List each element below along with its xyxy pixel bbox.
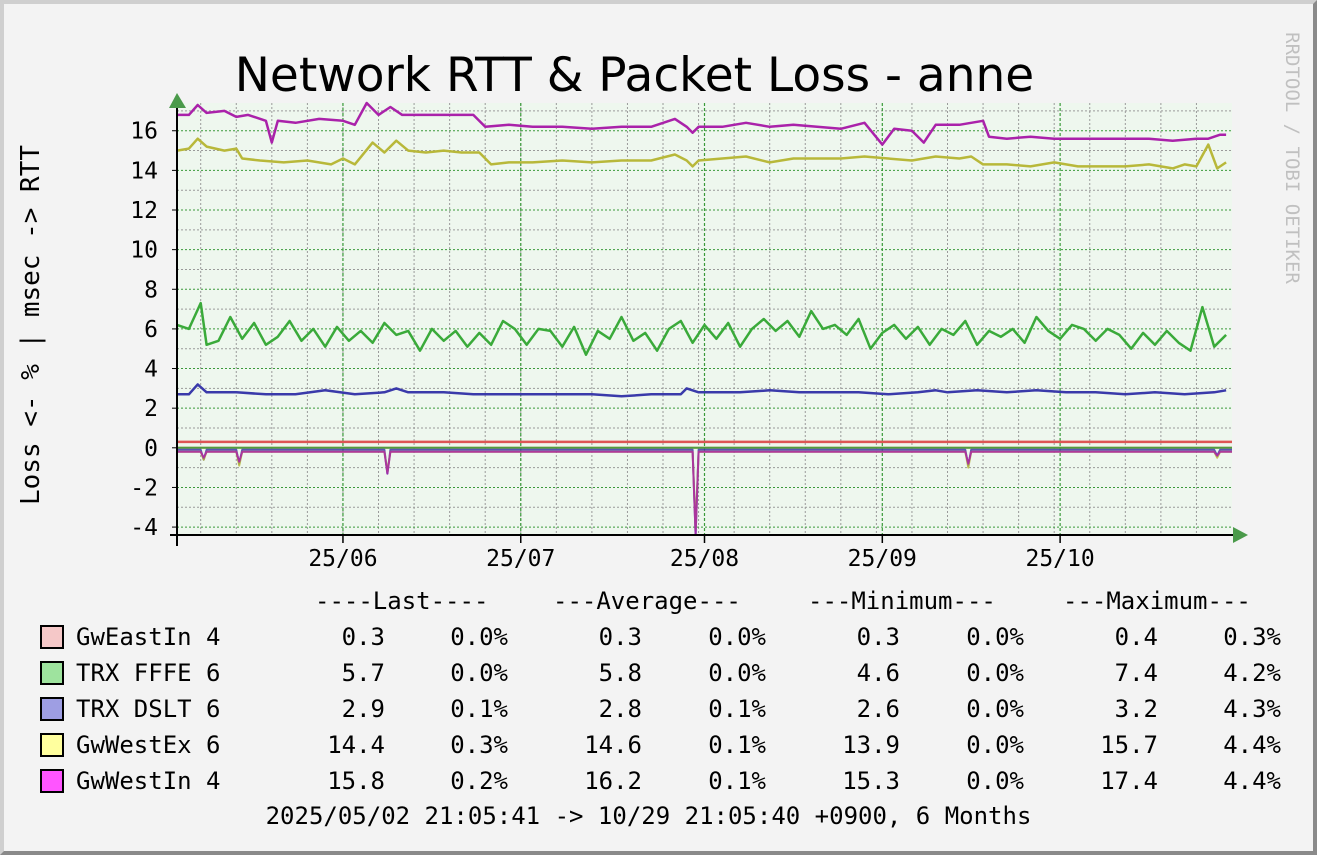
legend-value-avg-pct: 0.0% bbox=[708, 623, 766, 651]
legend-value-last-pct: 0.2% bbox=[450, 767, 508, 795]
legend-swatch bbox=[40, 733, 64, 757]
legend-swatch bbox=[40, 661, 64, 685]
legend-value-max-pct: 4.4% bbox=[1223, 767, 1281, 795]
legend-series-name: GwEastIn 4 bbox=[76, 623, 221, 651]
y-tick-label: 6 bbox=[144, 317, 158, 343]
legend-row: TRX DSLT 6 2.9 0.1% 2.8 0.1% 2.6 0.0% 3.2 4.3% bbox=[0, 695, 1317, 725]
loss-line-gwwestin-4 bbox=[177, 450, 1232, 536]
y-tick-label: -2 bbox=[130, 475, 158, 501]
legend-value-avg: 14.6 bbox=[584, 731, 642, 759]
legend-value-min: 15.3 bbox=[842, 767, 900, 795]
legend-row: TRX FFFE 6 5.7 0.0% 5.8 0.0% 4.6 0.0% 7.4 4.2% bbox=[0, 659, 1317, 689]
legend-value-max-pct: 4.2% bbox=[1223, 659, 1281, 687]
legend-value-min: 4.6 bbox=[856, 659, 900, 687]
legend-value-avg-pct: 0.1% bbox=[708, 731, 766, 759]
legend-value-last: 15.8 bbox=[327, 767, 385, 795]
legend-value-avg-pct: 0.1% bbox=[708, 767, 766, 795]
x-tick-label: 25/10 bbox=[1025, 546, 1094, 572]
header-minimum: ---Minimum--- bbox=[808, 587, 996, 615]
rtt-line-gwwestin-4 bbox=[177, 101, 1227, 146]
y-tick-label: -4 bbox=[130, 515, 158, 541]
legend-value-max-pct: 4.3% bbox=[1223, 695, 1281, 723]
legend-value-min: 13.9 bbox=[842, 731, 900, 759]
x-axis-arrow bbox=[1233, 527, 1248, 543]
legend-value-last: 2.9 bbox=[341, 695, 385, 723]
y-tick-label: 0 bbox=[144, 436, 158, 462]
legend-value-max: 17.4 bbox=[1100, 767, 1158, 795]
legend-value-last: 5.7 bbox=[341, 659, 385, 687]
y-axis-arrow bbox=[169, 93, 186, 108]
legend-value-avg-pct: 0.0% bbox=[708, 659, 766, 687]
x-tick-label: 25/09 bbox=[848, 546, 917, 572]
legend-swatch bbox=[40, 697, 64, 721]
legend-swatch bbox=[40, 625, 64, 649]
legend-value-last-pct: 0.1% bbox=[450, 695, 508, 723]
rtt-line-gwwestex-6 bbox=[176, 137, 1227, 170]
legend-row: GwWestEx 6 14.4 0.3% 14.6 0.1% 13.9 0.0% 15.7 4.… bbox=[0, 731, 1317, 761]
legend-value-avg: 16.2 bbox=[584, 767, 642, 795]
chart-title: Network RTT & Packet Loss - anne bbox=[234, 48, 1035, 103]
legend-value-min: 2.6 bbox=[856, 695, 900, 723]
legend-value-last-pct: 0.0% bbox=[450, 623, 508, 651]
y-tick-label: 14 bbox=[130, 158, 158, 184]
legend-value-last-pct: 0.0% bbox=[450, 659, 508, 687]
y-tick-label: 4 bbox=[144, 357, 158, 383]
rtt-line-trx-dslt-6 bbox=[177, 383, 1227, 398]
legend-value-min: 0.3 bbox=[856, 623, 900, 651]
y-tick-label: 2 bbox=[144, 396, 158, 422]
legend-value-max-pct: 4.4% bbox=[1223, 731, 1281, 759]
legend-value-last-pct: 0.3% bbox=[450, 731, 508, 759]
rtt-line-trx-fffe-6 bbox=[176, 301, 1227, 356]
legend-value-avg: 2.8 bbox=[598, 695, 642, 723]
legend-value-min-pct: 0.0% bbox=[966, 623, 1024, 651]
legend-value-min-pct: 0.0% bbox=[966, 695, 1024, 723]
series-layer bbox=[176, 101, 1232, 536]
x-tick-label: 25/07 bbox=[486, 546, 555, 572]
legend-row: GwWestIn 4 15.8 0.2% 16.2 0.1% 15.3 0.0% 17.4 4.… bbox=[0, 767, 1317, 797]
minor-grid bbox=[177, 103, 1232, 535]
legend-series-name: TRX FFFE 6 bbox=[76, 659, 221, 687]
legend-row: GwEastIn 4 0.3 0.0% 0.3 0.0% 0.3 0.0% 0.4 0.3% bbox=[0, 623, 1317, 653]
legend-value-max: 3.2 bbox=[1114, 695, 1158, 723]
legend-value-min-pct: 0.0% bbox=[966, 731, 1024, 759]
y-tick-label: 12 bbox=[130, 198, 158, 224]
legend-value-last: 0.3 bbox=[341, 623, 385, 651]
header-average: ---Average--- bbox=[553, 587, 741, 615]
legend-value-avg: 0.3 bbox=[598, 623, 642, 651]
loss-line-trx-dslt-6 bbox=[177, 448, 1232, 536]
legend-value-avg: 5.8 bbox=[598, 659, 642, 687]
x-tick-labels: 25/06 25/07 25/08 25/09 25/10 bbox=[308, 546, 1094, 572]
y-tick-labels: -4 -2 0 2 4 6 8 10 12 14 16 bbox=[130, 119, 158, 541]
legend-value-min-pct: 0.0% bbox=[966, 767, 1024, 795]
legend-value-max: 0.4 bbox=[1114, 623, 1158, 651]
axes bbox=[169, 93, 1248, 546]
legend-value-max-pct: 0.3% bbox=[1223, 623, 1281, 651]
legend-header: ----Last---- ---Average--- ---Minimum---… bbox=[0, 587, 1317, 617]
y-tick-label: 10 bbox=[130, 238, 158, 264]
legend-value-last: 14.4 bbox=[327, 731, 385, 759]
time-range-footer: 2025/05/02 21:05:41 -> 10/29 21:05:40 +0… bbox=[265, 802, 1032, 830]
legend-series-name: TRX DSLT 6 bbox=[76, 695, 221, 723]
x-tick-label: 25/08 bbox=[670, 546, 739, 572]
y-tick-label: 16 bbox=[130, 119, 158, 145]
legend-series-name: GwWestIn 4 bbox=[76, 767, 221, 795]
legend-value-avg-pct: 0.1% bbox=[708, 695, 766, 723]
y-tick-label: 8 bbox=[144, 277, 158, 303]
legend-value-max: 15.7 bbox=[1100, 731, 1158, 759]
header-last: ----Last---- bbox=[315, 587, 489, 615]
legend-swatch bbox=[40, 769, 64, 793]
legend-value-min-pct: 0.0% bbox=[966, 659, 1024, 687]
legend-value-max: 7.4 bbox=[1114, 659, 1158, 687]
legend-series-name: GwWestEx 6 bbox=[76, 731, 221, 759]
header-maximum: ---Maximum--- bbox=[1063, 587, 1251, 615]
x-tick-label: 25/06 bbox=[308, 546, 377, 572]
